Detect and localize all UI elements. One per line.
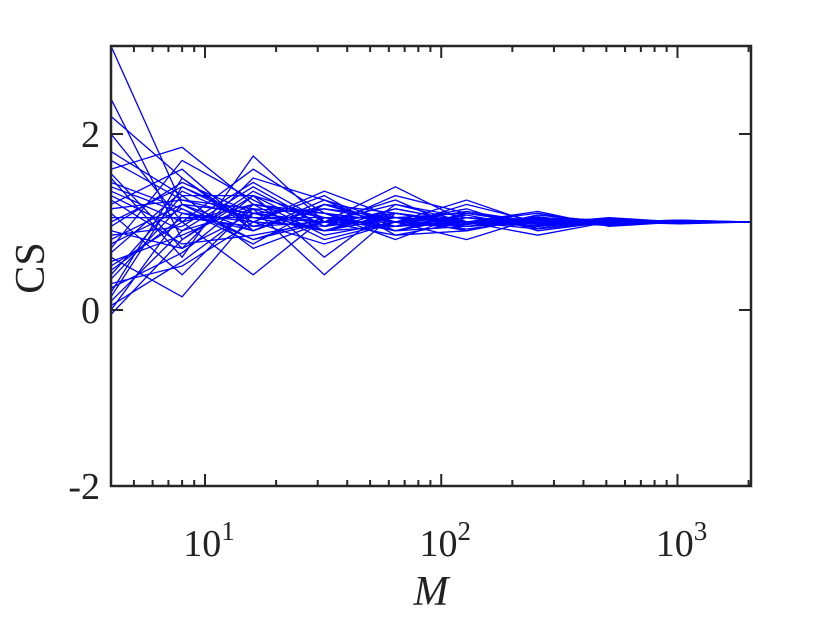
series-line-23 [110, 190, 751, 315]
series-line-35 [110, 194, 751, 289]
series-line-20 [110, 177, 751, 293]
x-tick-labels: 101 102 103 [183, 516, 707, 565]
x-tick-exponent: 2 [457, 516, 471, 546]
series-line-39 [110, 173, 752, 250]
x-tick-label-3: 103 [656, 516, 708, 565]
x-axis-label: M [413, 569, 451, 615]
axis-ticks [110, 46, 751, 487]
y-axis-label: CS [8, 242, 54, 293]
y-tick-labels: -2 0 2 [68, 114, 100, 508]
series-line-27 [111, 208, 751, 228]
series-line-19 [110, 194, 752, 285]
series-lines [110, 45, 752, 315]
y-tick-label-2: 0 [81, 290, 100, 332]
x-tick-label-1: 101 [183, 516, 235, 565]
x-tick-base: 10 [419, 523, 457, 565]
series-line-5 [110, 151, 751, 250]
x-tick-label-2: 102 [419, 516, 471, 565]
x-tick-exponent: 1 [221, 516, 235, 546]
series-line-40 [110, 159, 751, 232]
x-tick-base: 10 [656, 523, 694, 565]
y-tick-label-1: -2 [68, 466, 100, 508]
plot-frame [109, 44, 753, 488]
x-tick-base: 10 [183, 523, 221, 565]
y-tick-label-3: 2 [81, 114, 100, 156]
x-tick-exponent: 3 [694, 516, 708, 546]
